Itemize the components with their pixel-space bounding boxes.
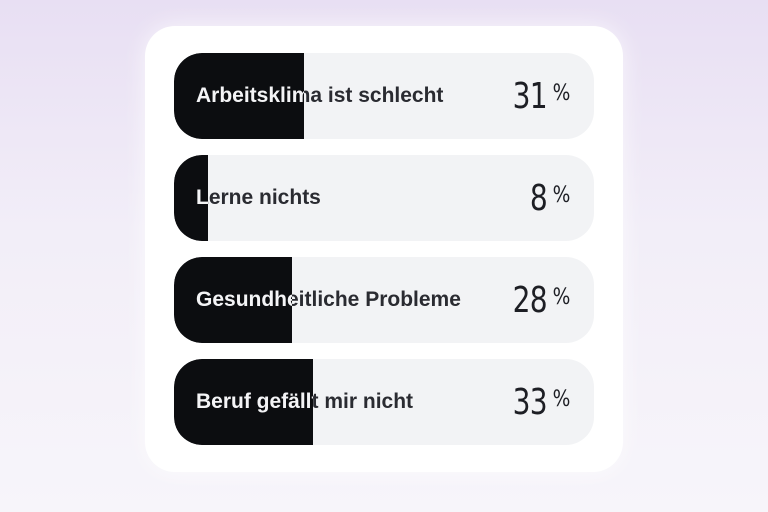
poll-fill-bar: [174, 155, 208, 241]
poll-option-label: Lerne nichts: [196, 186, 321, 209]
percentage-value: 33: [512, 381, 548, 423]
percentage-value: 28: [512, 279, 548, 321]
percent-sign: %: [552, 80, 571, 106]
poll-option-1[interactable]: Lerne nichts Lerne nichts 8 %: [174, 155, 594, 241]
poll-fill-bar: [174, 53, 304, 139]
poll-percentage: 33 %: [503, 359, 572, 445]
poll-option-0[interactable]: Arbeitsklima ist schlecht Arbeitsklima i…: [174, 53, 594, 139]
poll-option-label: Beruf gefällt mir nicht: [196, 390, 414, 413]
percent-sign: %: [552, 182, 571, 208]
poll-option-3[interactable]: Beruf gefällt mir nicht Beruf gefällt mi…: [174, 359, 594, 445]
percentage-value: 31: [512, 75, 548, 117]
poll-fill-bar: [174, 359, 313, 445]
poll-percentage: 8 %: [525, 155, 572, 241]
poll-percentage: 31 %: [503, 53, 572, 139]
poll-option-label-overlay: Lerne nichts: [196, 186, 208, 209]
poll-percentage: 28 %: [503, 257, 572, 343]
percentage-value: 8: [530, 177, 548, 219]
poll-option-label-overlay: Gesundheitliche Probleme: [196, 288, 292, 311]
percent-sign: %: [552, 284, 571, 310]
poll-option-label-overlay: Beruf gefällt mir nicht: [196, 390, 313, 413]
poll-option-label: Arbeitsklima ist schlecht: [196, 84, 444, 107]
poll-fill-bar: [174, 257, 292, 343]
poll-option-label: Gesundheitliche Probleme: [196, 288, 461, 311]
poll-option-2[interactable]: Gesundheitliche Probleme Gesundheitliche…: [174, 257, 594, 343]
poll-option-label-overlay: Arbeitsklima ist schlecht: [196, 84, 304, 107]
percent-sign: %: [552, 386, 571, 412]
